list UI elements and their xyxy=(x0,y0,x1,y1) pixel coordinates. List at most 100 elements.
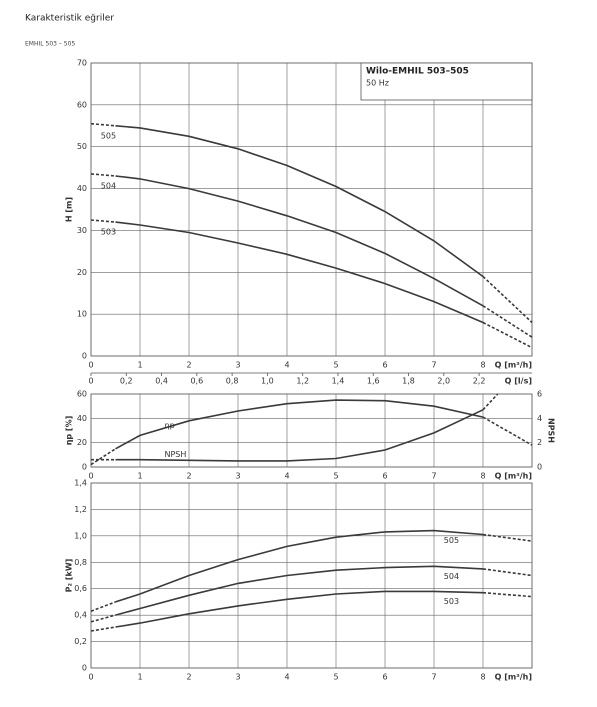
page-title: Karakteristik eğriler xyxy=(25,14,114,24)
x2-tick-label: 1,6 xyxy=(367,377,380,386)
legend-box xyxy=(360,62,533,101)
curve-extrapolated xyxy=(482,533,533,542)
x-tick-label: 6 xyxy=(382,472,387,481)
curve xyxy=(115,221,484,324)
curve-extrapolated xyxy=(482,591,533,598)
curve-extrapolated xyxy=(482,393,499,411)
x-tick-label: 8 xyxy=(480,472,485,481)
y-tick-label: 50 xyxy=(77,142,87,151)
curve-extrapolated xyxy=(90,614,116,623)
curve xyxy=(115,409,484,462)
y-tick-label: 60 xyxy=(77,100,87,109)
x-tick-label: 0 xyxy=(88,472,93,481)
y-axis-label: H [m] xyxy=(65,197,74,222)
x2-tick-label: 1,2 xyxy=(296,377,309,386)
y-tick-label: 10 xyxy=(77,310,87,319)
curve-extrapolated xyxy=(90,601,116,612)
page-subtitle: EMHIL 503 – 505 xyxy=(25,41,75,48)
x-tick-label: 1 xyxy=(137,361,142,370)
y2-tick-label: 4 xyxy=(537,414,542,423)
x2-tick-label: 0 xyxy=(88,377,93,386)
x-axis-label: Q [m³/h] xyxy=(495,673,532,682)
curve-extrapolated xyxy=(482,416,533,446)
y2-tick-label: 0 xyxy=(537,463,542,472)
y-tick-label: 0,6 xyxy=(74,584,87,593)
x-tick-label: 1 xyxy=(137,472,142,481)
y-tick-label: 40 xyxy=(77,184,87,193)
x-tick-label: 2 xyxy=(186,472,191,481)
plot-area xyxy=(90,62,533,357)
x-tick-label: 3 xyxy=(235,361,240,370)
y-tick-label: 40 xyxy=(77,414,87,423)
curve-label: 505 xyxy=(444,536,459,545)
y-tick-label: 0 xyxy=(82,463,87,472)
y2-tick-label: 2 xyxy=(537,438,542,447)
x-tick-label: 5 xyxy=(333,361,338,370)
y-axis-label: P₂ [kW] xyxy=(65,559,74,593)
x-axis-label: Q [m³/h] xyxy=(495,361,532,370)
y2-tick-label: 6 xyxy=(537,390,542,399)
x-tick-label: 5 xyxy=(333,673,338,682)
curve xyxy=(115,529,484,603)
curve-extrapolated xyxy=(90,173,116,177)
x-tick-label: 6 xyxy=(382,361,387,370)
x2-tick-label: 0,8 xyxy=(226,377,239,386)
curve-extrapolated xyxy=(482,568,533,577)
x2-axis-label: Q [l/s] xyxy=(505,377,532,386)
curve xyxy=(115,399,484,450)
x-axis-label: Q [m³/h] xyxy=(495,472,532,481)
legend-subtitle: 50 Hz xyxy=(366,79,389,88)
curve xyxy=(115,125,484,278)
curve-label: 504 xyxy=(101,182,116,191)
y-tick-label: 1,0 xyxy=(74,531,87,540)
curve xyxy=(115,175,484,307)
y-tick-label: 20 xyxy=(77,268,87,277)
x-tick-label: 8 xyxy=(480,361,485,370)
y-tick-label: 0 xyxy=(82,352,87,361)
x-tick-label: 0 xyxy=(88,361,93,370)
y-tick-label: 0,4 xyxy=(74,611,87,620)
curve-label: 505 xyxy=(101,131,116,140)
curve xyxy=(115,590,484,628)
x-tick-label: 5 xyxy=(333,472,338,481)
x-tick-label: 4 xyxy=(284,673,289,682)
x-tick-label: 2 xyxy=(186,361,191,370)
x-tick-label: 6 xyxy=(382,673,387,682)
y-tick-label: 1,4 xyxy=(74,479,87,488)
x-tick-label: 2 xyxy=(186,673,191,682)
curve-label: ηp xyxy=(165,421,175,430)
legend-title: Wilo-EMHIL 503–505 xyxy=(366,67,469,77)
y-tick-label: 30 xyxy=(77,226,87,235)
x-tick-label: 8 xyxy=(480,673,485,682)
curve-label: 504 xyxy=(444,572,459,581)
x2-tick-label: 0,6 xyxy=(190,377,203,386)
y-tick-label: 70 xyxy=(77,59,87,68)
y2-axis-label: NPSH xyxy=(547,418,556,443)
curve-extrapolated xyxy=(482,321,533,349)
x2-tick-label: 1,8 xyxy=(402,377,415,386)
x-tick-label: 7 xyxy=(431,361,436,370)
x-tick-label: 1 xyxy=(137,673,142,682)
curve xyxy=(115,565,484,616)
y-tick-label: 0,2 xyxy=(74,637,87,646)
y-tick-label: 20 xyxy=(77,438,87,447)
curve-label: 503 xyxy=(101,228,116,237)
y-tick-label: 0,8 xyxy=(74,558,87,567)
curve-extrapolated xyxy=(90,122,116,127)
x2-tick-label: 1,0 xyxy=(261,377,274,386)
curve-extrapolated xyxy=(90,626,116,632)
x-tick-label: 7 xyxy=(431,673,436,682)
x-tick-label: 4 xyxy=(284,361,289,370)
x-tick-label: 4 xyxy=(284,472,289,481)
plot-area xyxy=(90,482,533,669)
x-tick-label: 3 xyxy=(235,472,240,481)
x-tick-label: 3 xyxy=(235,673,240,682)
y-axis-label: ηp [%] xyxy=(65,416,74,446)
curve-label: 503 xyxy=(444,597,459,606)
x-tick-label: 7 xyxy=(431,472,436,481)
x2-tick-label: 1,4 xyxy=(332,377,345,386)
y-tick-label: 1,2 xyxy=(74,505,87,514)
curve-extrapolated xyxy=(482,275,533,324)
curve-label: NPSH xyxy=(165,450,187,459)
